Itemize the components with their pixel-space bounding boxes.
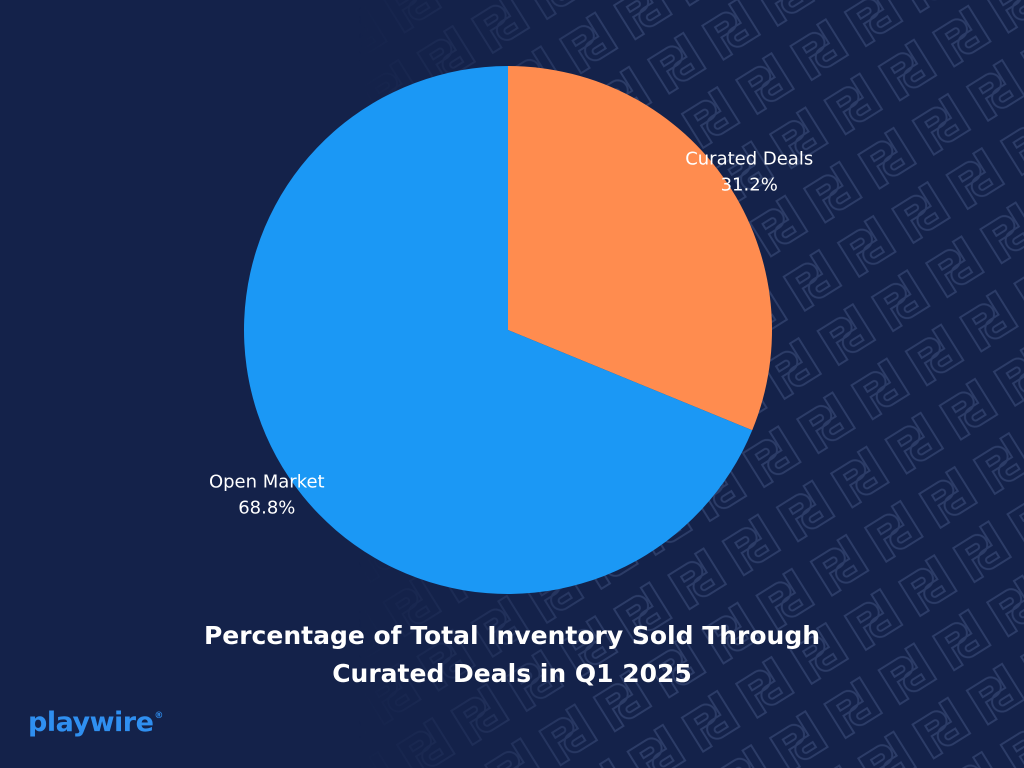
registered-mark: ® [154, 711, 163, 721]
slice-label-curated-deals: Curated Deals [685, 148, 813, 169]
pie-slice-open-market [244, 66, 753, 595]
slice-value-open-market: 68.8% [238, 498, 295, 519]
slice-label-open-market: Open Market [209, 472, 325, 493]
chart-title: Percentage of Total Inventory Sold Throu… [112, 617, 912, 693]
brand-name: playwire [28, 707, 154, 738]
slice-value-curated-deals: 31.2% [721, 174, 778, 195]
pie-slice-curated-deals [508, 66, 773, 431]
chart-title-line-1: Percentage of Total Inventory Sold Throu… [203, 621, 821, 650]
pie-labels: Curated Deals 31.2% Open Market 68.8% [209, 148, 813, 518]
chart-title-line-2: Curated Deals in Q1 2025 [332, 659, 692, 688]
playwire-logo: playwire® [28, 707, 163, 738]
pie-chart [244, 66, 773, 595]
